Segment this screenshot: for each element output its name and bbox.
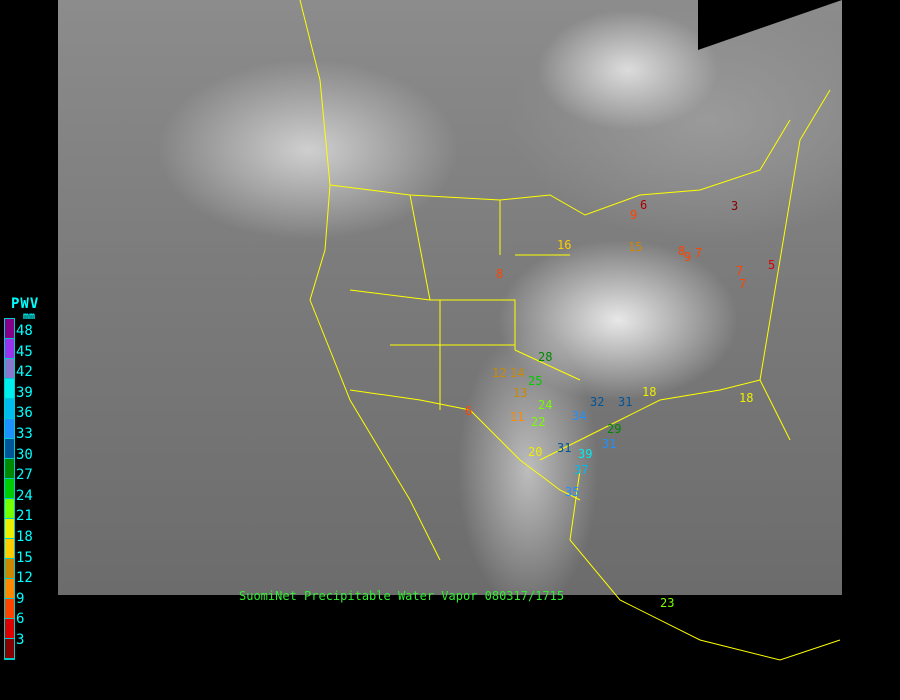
legend-swatch [5,579,14,599]
legend-tick: 45 [16,343,33,360]
pwv-station-value: 3 [731,199,739,213]
legend-swatch [5,539,14,559]
pwv-station-value: 18 [642,385,657,399]
pwv-station-value: 16 [557,238,572,252]
pwv-station-value: 28 [538,350,553,364]
legend-tick: 9 [16,590,25,607]
pwv-station-value: 31 [602,437,617,451]
pwv-station-value: 8 [496,267,504,281]
pwv-station-value: 34 [572,409,587,423]
pwv-legend: PWV mm 48 45 42 39 36 33 30 27 24 21 18 15 12 9 6 3 [0,294,60,674]
legend-swatch [5,519,14,539]
legend-tick: 15 [16,549,33,566]
legend-swatch [5,639,14,659]
legend-tick: 36 [16,405,33,422]
legend-swatch [5,359,14,379]
east-coast [759,89,831,381]
legend-swatch [5,599,14,619]
pwv-station-value: 20 [528,445,543,459]
pwv-station-value: 31 [618,395,633,409]
mexico-border [349,389,581,501]
legend-swatch [5,559,14,579]
legend-tick: 42 [16,364,33,381]
legend-swatch [5,419,14,439]
us-canada-border [329,119,791,216]
pwv-station-value: 22 [531,415,546,429]
pwv-station-value: 31 [557,441,572,455]
legend-tick: 12 [16,570,33,587]
legend-tick: 18 [16,529,33,545]
pwv-station-value: 9 [684,250,692,264]
legend-unit: mm [23,311,36,322]
legend-swatch [5,439,14,459]
legend-swatch [5,339,14,359]
legend-tick: 3 [16,632,25,648]
pwv-station-value: 9 [630,208,638,222]
pwv-station-value: 29 [607,422,622,436]
interior-lines [349,194,581,410]
pwv-station-value: 37 [574,463,589,477]
legend-tick: 39 [16,384,33,401]
pwv-station-value: 12 [492,366,507,380]
legend-colorbar [4,318,15,660]
legend-tick: 27 [16,467,33,484]
pwv-station-value: 11 [510,410,525,424]
legend-tick: 33 [16,426,33,442]
legend-swatch [5,399,14,419]
pwv-station-value: 7 [739,277,747,291]
legend-tick: 24 [16,487,33,504]
pwv-station-value: 13 [513,386,528,400]
pwv-station-value: 25 [528,374,543,388]
pwv-station-value: 8 [678,244,686,258]
pwv-station-value: 18 [739,391,754,405]
pwv-station-value: 32 [590,395,605,409]
satellite-image [58,0,842,595]
pwv-station-value: 7 [695,246,703,260]
west-coast [299,0,441,561]
legend-swatch [5,319,14,339]
pwv-station-value: 14 [510,366,525,380]
pwv-station-value: 15 [628,240,643,254]
pwv-station-value: 35 [565,485,580,499]
image-title: SuomiNet Precipitable Water Vapor 080317… [239,589,565,603]
legend-swatch [5,619,14,639]
legend-tick: 6 [16,611,25,628]
pwv-station-value: 23 [660,596,675,610]
legend-swatch [5,379,14,399]
legend-tick: 30 [16,446,33,463]
pwv-station-value: 7 [736,264,744,278]
mexico-coast [569,469,841,661]
legend-swatch [5,459,14,479]
pwv-station-value: 5 [768,258,776,272]
legend-tick: 48 [16,323,33,339]
pwv-station-value: 24 [538,398,553,412]
pwv-station-value: 6 [640,198,648,212]
legend-tick: 21 [16,508,33,525]
legend-swatch [5,499,14,519]
pwv-station-value: 39 [578,447,593,461]
pwv-station-value: 6 [465,404,473,418]
legend-title: PWV [11,296,40,312]
legend-swatch [5,479,14,499]
